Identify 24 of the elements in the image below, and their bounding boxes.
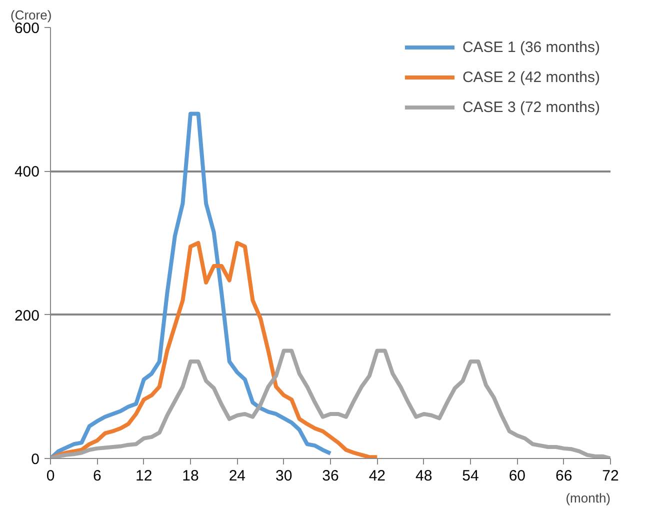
x-tick-label: 24 <box>228 468 246 484</box>
x-axis-title: (month) <box>566 490 611 506</box>
x-tick-label: 72 <box>602 468 619 484</box>
x-tick-label: 30 <box>275 468 292 484</box>
y-tick-label: 600 <box>14 20 40 37</box>
x-tick-label: 42 <box>368 468 386 484</box>
y-axis-title: (Crore) <box>10 8 52 22</box>
x-tick-label: 48 <box>415 468 432 484</box>
y-tick-label: 400 <box>14 164 40 181</box>
x-tick-label: 6 <box>92 468 102 484</box>
y-tick-label: 200 <box>14 307 40 324</box>
x-tick-label: 36 <box>322 468 339 484</box>
x-tick-label: 0 <box>46 468 55 484</box>
line-series <box>50 241 380 458</box>
x-tick-label: 66 <box>555 468 572 484</box>
legend-label: CASE 2 (42 months) <box>462 68 600 86</box>
legend-label: CASE 3 (72 months) <box>462 98 600 116</box>
y-tick-label: 0 <box>31 451 40 468</box>
legend-label: CASE 1 (36 months) <box>462 38 600 56</box>
x-tick-label: 60 <box>508 468 526 484</box>
line-series <box>50 112 332 458</box>
x-tick-label: 12 <box>135 468 152 484</box>
x-tick-label: 54 <box>462 468 479 484</box>
x-tick-label: 18 <box>182 468 199 484</box>
